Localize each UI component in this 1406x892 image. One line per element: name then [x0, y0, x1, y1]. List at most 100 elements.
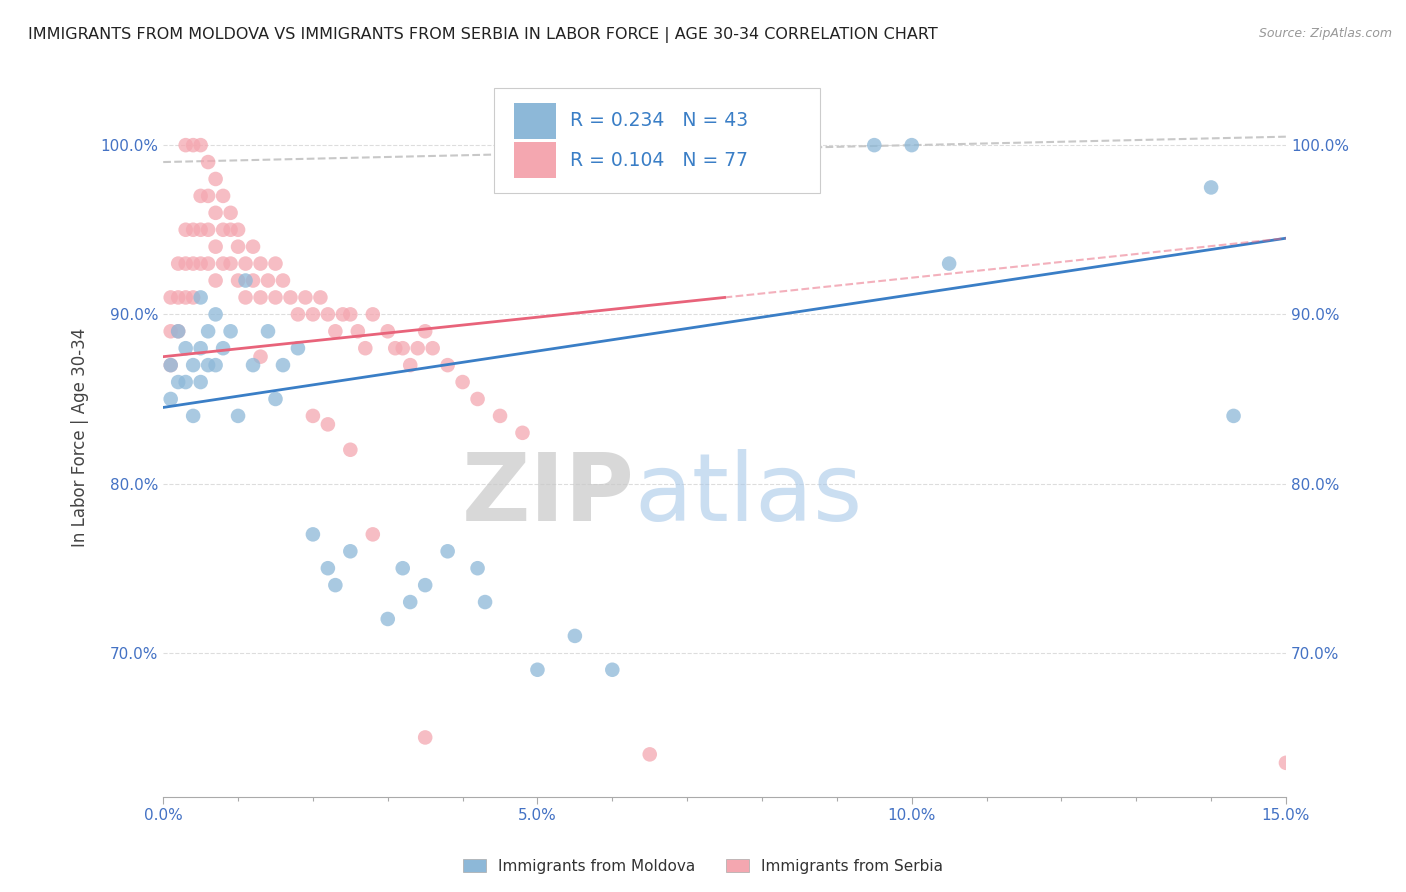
- FancyBboxPatch shape: [513, 103, 557, 138]
- Point: [467, 561, 489, 575]
- Point: [204, 307, 226, 321]
- Point: [526, 663, 548, 677]
- Point: [354, 341, 377, 355]
- Point: [197, 223, 219, 237]
- Point: [181, 138, 204, 153]
- Point: [271, 273, 294, 287]
- Point: [436, 358, 458, 372]
- Point: [900, 138, 922, 153]
- Point: [190, 341, 212, 355]
- Point: [264, 392, 287, 406]
- Point: [204, 172, 226, 186]
- Point: [204, 206, 226, 220]
- Point: [204, 273, 226, 287]
- Point: [159, 392, 181, 406]
- Point: [159, 358, 181, 372]
- Point: [219, 324, 242, 338]
- Point: [294, 290, 316, 304]
- Point: [235, 273, 257, 287]
- Text: R = 0.104   N = 77: R = 0.104 N = 77: [569, 151, 748, 169]
- Point: [361, 307, 384, 321]
- Point: [271, 358, 294, 372]
- Point: [406, 341, 429, 355]
- Point: [489, 409, 512, 423]
- Point: [600, 663, 623, 677]
- Point: [190, 189, 212, 203]
- Point: [159, 290, 181, 304]
- Point: [339, 442, 361, 457]
- Text: Source: ZipAtlas.com: Source: ZipAtlas.com: [1258, 27, 1392, 40]
- Point: [174, 290, 197, 304]
- Point: [190, 290, 212, 304]
- Point: [249, 350, 271, 364]
- Point: [413, 578, 436, 592]
- Point: [212, 189, 235, 203]
- Point: [399, 595, 422, 609]
- Point: [302, 307, 325, 321]
- Point: [226, 223, 249, 237]
- Point: [257, 324, 280, 338]
- Point: [159, 324, 181, 338]
- Point: [1275, 756, 1298, 770]
- Point: [204, 358, 226, 372]
- Point: [316, 561, 339, 575]
- Point: [242, 273, 264, 287]
- Point: [391, 561, 413, 575]
- Point: [219, 206, 242, 220]
- Point: [346, 324, 368, 338]
- Point: [181, 409, 204, 423]
- Point: [422, 341, 444, 355]
- Point: [264, 257, 287, 271]
- Point: [190, 375, 212, 389]
- Point: [1222, 409, 1244, 423]
- Point: [197, 155, 219, 169]
- Point: [181, 257, 204, 271]
- Point: [167, 324, 190, 338]
- Point: [302, 527, 325, 541]
- Point: [361, 527, 384, 541]
- Point: [219, 257, 242, 271]
- Point: [413, 731, 436, 745]
- Point: [249, 290, 271, 304]
- Point: [226, 273, 249, 287]
- Point: [384, 341, 406, 355]
- Point: [190, 138, 212, 153]
- Point: [181, 223, 204, 237]
- Point: [167, 324, 190, 338]
- Point: [302, 409, 325, 423]
- Point: [204, 240, 226, 254]
- Point: [167, 257, 190, 271]
- Point: [512, 425, 534, 440]
- Point: [638, 747, 661, 762]
- Point: [325, 324, 347, 338]
- Point: [174, 257, 197, 271]
- Point: [316, 417, 339, 432]
- Point: [863, 138, 886, 153]
- Point: [226, 409, 249, 423]
- Point: [325, 578, 347, 592]
- Point: [167, 375, 190, 389]
- Point: [467, 392, 489, 406]
- Text: ZIP: ZIP: [463, 449, 634, 541]
- Point: [436, 544, 458, 558]
- Point: [212, 223, 235, 237]
- Point: [197, 257, 219, 271]
- Point: [174, 341, 197, 355]
- Point: [167, 290, 190, 304]
- Point: [249, 257, 271, 271]
- Point: [197, 358, 219, 372]
- Point: [257, 273, 280, 287]
- Point: [1199, 180, 1222, 194]
- Point: [938, 257, 960, 271]
- Point: [174, 223, 197, 237]
- Point: [159, 358, 181, 372]
- Point: [316, 307, 339, 321]
- Point: [413, 324, 436, 338]
- Text: IMMIGRANTS FROM MOLDOVA VS IMMIGRANTS FROM SERBIA IN LABOR FORCE | AGE 30-34 COR: IMMIGRANTS FROM MOLDOVA VS IMMIGRANTS FR…: [28, 27, 938, 43]
- Point: [451, 375, 474, 389]
- Point: [197, 324, 219, 338]
- Point: [280, 290, 302, 304]
- Point: [190, 257, 212, 271]
- Point: [242, 240, 264, 254]
- Point: [181, 290, 204, 304]
